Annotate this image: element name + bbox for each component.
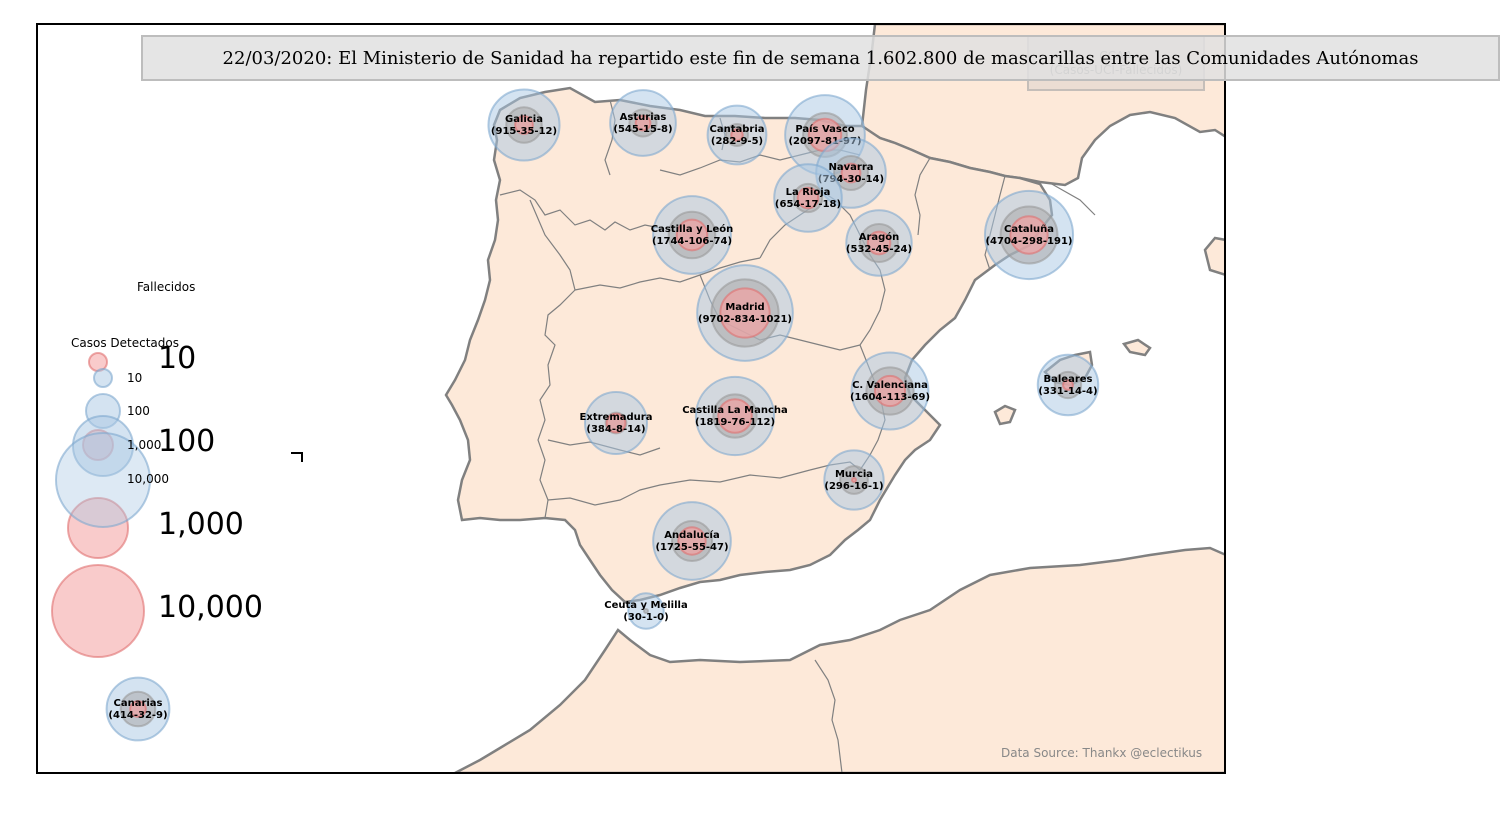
region-name-label: Madrid [725,302,764,313]
deaths-circle [851,477,857,483]
region-bubble: Cantabria(282-9-5) [706,104,768,166]
deaths-circle [1009,215,1049,255]
deaths-circle [730,128,744,142]
region-stats-label: (794-30-14) [818,174,884,185]
legend-cases-size-label: 10 [127,371,143,385]
region-name-label: Ceuta y Melilla [604,600,687,611]
legend-cases-circle [93,368,113,388]
legend-cases-size-label: 1,000 [127,438,162,452]
deaths-circle [634,114,652,132]
region-stats-label: (9702-834-1021) [698,314,792,325]
legend-deaths-circle [51,564,145,658]
region-stats-label: (654-17-18) [775,199,841,210]
menorca-land [1121,338,1152,357]
region-bubble: Baleares(331-14-4) [1036,353,1100,417]
region-name-label: Extremadura [580,412,653,423]
region-bubble: Andalucía(1725-55-47) [652,501,732,581]
region-name-label: Aragón [859,231,900,243]
region-name-label: Cantabria [710,124,765,135]
map-title: 22/03/2020: El Ministerio de Sanidad ha … [141,35,1500,81]
legend-cases-circle [72,415,134,477]
legend-cases-size-label: 100 [127,404,150,418]
ibiza-land [993,404,1017,426]
region-bubble: Asturias(545-15-8) [609,89,677,157]
legend-cases-circle [55,432,151,528]
deaths-circle [1062,379,1074,391]
region-bubble: Extremadura(384-8-14) [580,390,653,456]
region-stats-label: (282-9-5) [711,136,763,147]
region-name-label: Asturias [620,112,667,123]
region-name-label: Galicia [505,114,543,125]
corner-mark [291,452,303,462]
deaths-circle [719,287,771,339]
legend-deaths-size-label: 10 [158,341,197,376]
region-name-label: C. Valenciana [852,380,928,391]
deaths-circle [840,162,862,184]
region-stats-label: (1819-76-112) [695,417,775,428]
legend-deaths-size-label: 100 [158,424,216,459]
legend-bubbles [51,352,151,658]
region-bubble: Galicia(915-35-12) [487,88,561,162]
region-name-label: Cataluña [1004,224,1054,235]
region-name-label: Castilla La Mancha [682,405,788,416]
legend-cases-size-label: 10,000 [127,472,169,486]
legend-deaths-circle [67,497,129,559]
region-name-label: Castilla y León [651,223,733,235]
region-stats-label: (532-45-24) [846,244,912,255]
bubble-layer: Galicia(915-35-12) Asturias(545-15-8) Cant… [105,88,1100,742]
region-bubble: Aragón(532-45-24) [845,209,913,277]
legend-deaths-title: Fallecidos [137,280,196,294]
region-stats-label: (414-32-9) [108,710,167,721]
region-bubble: Cataluña(4704-298-191) [983,189,1075,281]
region-name-label: Andalucía [664,529,719,541]
region-name-label: Murcia [835,469,873,480]
deaths-circle [873,374,907,408]
region-bubble: Castilla y León(1744-106-74) [651,195,733,275]
deaths-circle [129,700,147,718]
region-name-label: Navarra [829,162,874,173]
icu-circle [643,608,649,614]
deaths-circle [605,412,627,434]
region-stats-label: (545-15-8) [613,124,672,135]
deaths-circle [796,186,820,210]
deaths-circle [675,218,709,252]
region-stats-label: (384-8-14) [586,424,645,435]
data-source: Data Source: Thankx @eclectikus [1001,746,1203,760]
region-name-label: Canarias [113,698,162,709]
region-stats-label: (1604-113-69) [850,392,930,403]
sardinia-land [1203,236,1225,276]
region-stats-label: (1725-55-47) [655,542,728,553]
region-name-label: La Rioja [786,187,831,198]
region-bubble: Ceuta y Melilla(30-1-0) [604,592,688,630]
legend-deaths-size-label: 1,000 [158,507,244,542]
region-stats-label: (30-1-0) [623,612,668,623]
region-bubble: Madrid(9702-834-1021) [696,264,794,362]
legend-deaths-size-label: 10,000 [158,590,263,625]
region-bubble: C. Valenciana(1604-113-69) [850,351,930,431]
region-bubble: Murcia(296-16-1) [823,449,885,511]
region-stats-label: (915-35-12) [491,126,557,137]
region-stats-label: (4704-298-191) [985,236,1072,247]
deaths-circle [866,230,892,256]
region-bubble: La Rioja(654-17-18) [773,163,843,233]
region-bubble: Castilla La Mancha(1819-76-112) [682,375,788,457]
region-stats-label: (2097-81-97) [788,136,861,147]
deaths-circle [717,398,753,434]
deaths-circle [514,115,534,135]
region-stats-label: (331-14-4) [1038,386,1097,397]
region-stats-label: (1744-106-74) [652,236,732,247]
legend-cases-title: Casos Detectados [71,336,179,350]
africa-land [454,546,1225,773]
region-name-label: Baleares [1044,374,1093,385]
region-stats-label: (296-16-1) [824,481,883,492]
region-bubble: Canarias(414-32-9) [105,676,171,742]
region-name-label: País Vasco [795,123,854,135]
deaths-circle [677,526,707,556]
